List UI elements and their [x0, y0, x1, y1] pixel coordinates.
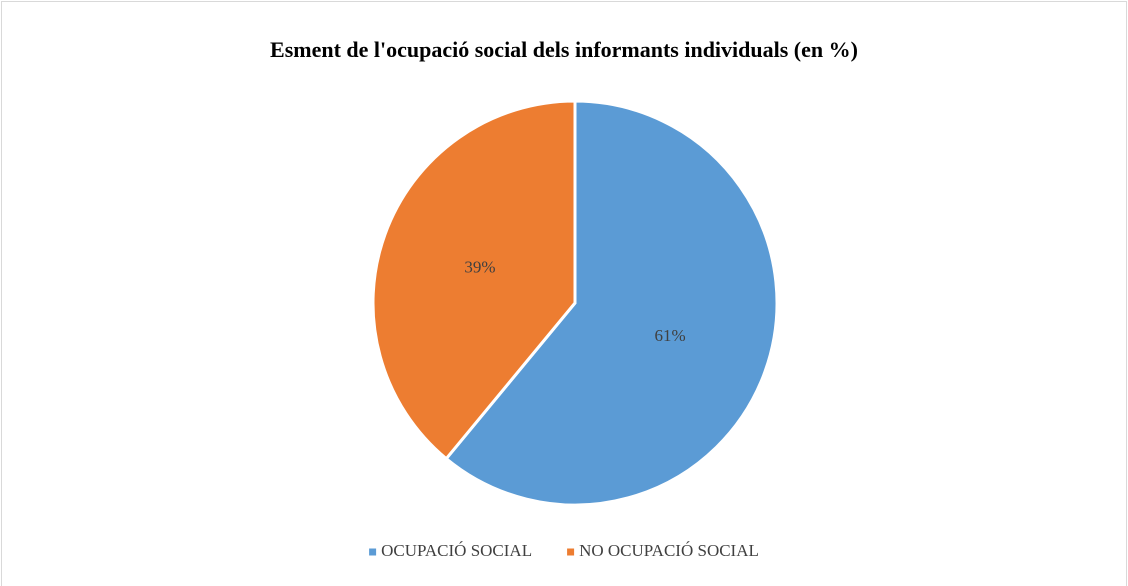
legend-label: NO OCUPACIÓ SOCIAL [579, 541, 759, 560]
legend-label: OCUPACIÓ SOCIAL [381, 541, 532, 560]
chart-title: Esment de l'ocupació social dels informa… [270, 37, 858, 62]
legend-swatch [567, 548, 575, 556]
pie-slice [444, 99, 779, 507]
pie-slice [371, 99, 577, 461]
data-label: 39% [464, 258, 495, 277]
legend-swatch [369, 548, 377, 556]
data-label: 61% [654, 326, 685, 345]
